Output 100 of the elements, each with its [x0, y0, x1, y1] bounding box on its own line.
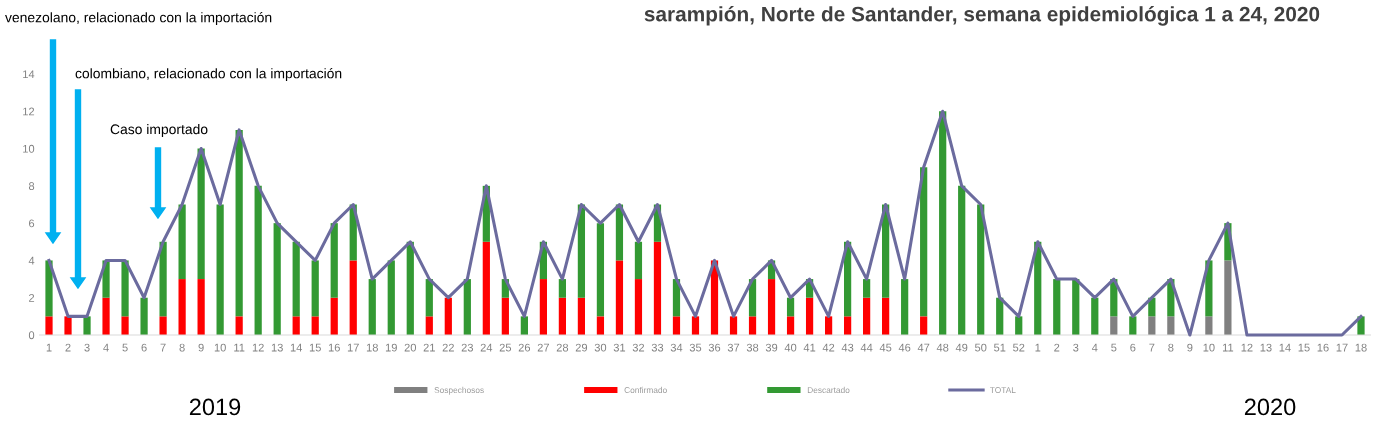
x-tick-label: 4 [103, 343, 109, 352]
x-tick-label: 21 [423, 343, 435, 352]
bar [977, 204, 985, 335]
bar [444, 297, 452, 335]
x-tick-label: 19 [385, 343, 397, 352]
legend-label: Descartado [807, 386, 850, 393]
x-tick-label: 14 [290, 343, 303, 352]
bar [501, 297, 509, 335]
bar [577, 297, 586, 335]
x-tick-label: 13 [1260, 343, 1272, 352]
bar [920, 167, 928, 317]
x-tick-label: 10 [1203, 343, 1215, 352]
x-tick-label: 9 [1187, 343, 1193, 352]
x-tick-label: 1 [46, 343, 52, 352]
bar [539, 279, 547, 335]
bar [368, 279, 376, 335]
x-tick-label: 44 [860, 343, 873, 352]
bar [1110, 316, 1118, 335]
bar [767, 279, 776, 335]
bar [406, 241, 414, 335]
x-tick-label: 12 [252, 343, 264, 352]
x-tick-label: 45 [879, 343, 892, 352]
x-tick-label: 5 [122, 343, 128, 352]
annotation: colombiano, relacionado con la importación [75, 68, 342, 82]
bar [1091, 297, 1099, 335]
x-tick-label: 50 [974, 343, 987, 352]
bar [159, 241, 167, 317]
bar [1015, 316, 1023, 335]
x-tick-label: 2 [65, 343, 71, 352]
bar [216, 204, 224, 335]
bar [330, 297, 338, 335]
x-tick-label: 33 [651, 343, 664, 352]
bar [558, 297, 567, 335]
x-tick-label: 16 [1317, 343, 1329, 352]
bar [387, 260, 395, 335]
bar [843, 316, 852, 335]
bar [748, 316, 757, 335]
bar [235, 316, 243, 335]
y-tick-label: 10 [23, 144, 35, 153]
line-series [47, 109, 1363, 337]
bar [64, 316, 72, 335]
bar [1205, 316, 1213, 335]
bar [197, 279, 205, 335]
x-tick-label: 30 [594, 343, 607, 352]
bar [520, 316, 528, 335]
x-tick-label: 3 [84, 343, 90, 352]
x-tick-label: 28 [556, 343, 569, 352]
bar [102, 297, 110, 335]
x-tick-label: 10 [214, 343, 226, 352]
y-tick-label: 4 [28, 256, 35, 265]
x-tick-label: 43 [841, 343, 854, 352]
bar [939, 111, 947, 335]
x-tick-label: 18 [1355, 343, 1367, 352]
bar [254, 185, 262, 335]
x-tick-label: 36 [708, 343, 721, 352]
bar [83, 316, 91, 335]
bar [558, 279, 567, 298]
x-tick-label: 40 [784, 343, 797, 352]
bar [463, 279, 471, 335]
x-tick-label: 15 [1298, 343, 1310, 352]
x-tick-label: 14 [1279, 343, 1291, 352]
x-tick-label: 39 [765, 343, 778, 352]
bar [805, 297, 814, 335]
bar [615, 260, 624, 335]
bar [1148, 316, 1156, 335]
x-tick-label: 11 [234, 343, 245, 352]
y-tick-label: 12 [23, 107, 35, 116]
x-tick-label: 20 [404, 343, 417, 352]
x-tick-label: 7 [160, 343, 166, 352]
x-tick-label: 46 [898, 343, 911, 352]
bar [596, 316, 605, 335]
x-tick-label: 51 [993, 343, 1006, 352]
x-tick-label: 23 [461, 343, 474, 352]
bar [672, 316, 681, 335]
bar [292, 241, 300, 317]
x-tick-label: 8 [179, 343, 185, 352]
bar [349, 260, 357, 335]
legend-label: Sospechosos [434, 386, 484, 395]
bar [653, 241, 662, 335]
legend-label: Confirmado [624, 386, 667, 393]
bar [197, 148, 205, 280]
x-tick-label: 6 [1130, 343, 1136, 352]
x-tick-label: 3 [1073, 343, 1079, 352]
x-tick-label: 2 [1054, 343, 1060, 352]
x-tick-label: 6 [141, 343, 147, 352]
x-tick-label: 34 [670, 343, 683, 352]
bar [596, 223, 605, 317]
x-tick-label: 31 [613, 343, 626, 352]
bar [45, 316, 53, 335]
x-tick-label: 9 [198, 343, 204, 352]
bar [634, 279, 643, 335]
text: venezolano, relacionado con la importación [5, 12, 272, 26]
bar [235, 129, 243, 317]
bar [292, 316, 300, 335]
bar [311, 316, 319, 335]
bar [311, 260, 319, 317]
bar [786, 297, 795, 317]
x-tick-label: 18 [366, 343, 378, 352]
bar [634, 241, 643, 280]
legend-label: TOTAL [990, 387, 1016, 393]
